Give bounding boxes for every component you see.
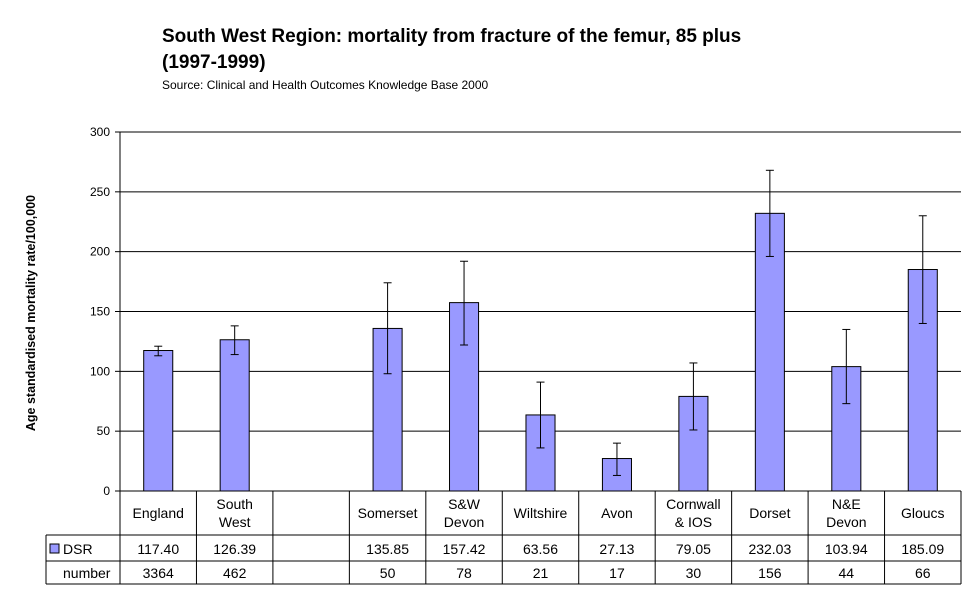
x-tick-label: N&E Devon <box>826 496 866 530</box>
table-row-label: number <box>63 565 111 581</box>
chart-title: South West Region: mortality from fractu… <box>162 26 742 73</box>
table-cell: 462 <box>223 565 247 581</box>
x-tick-label: Avon <box>601 505 633 521</box>
bar <box>219 339 250 492</box>
y-tick-label: 300 <box>90 125 110 139</box>
x-tick-label: Somerset <box>358 505 418 521</box>
y-tick-label: 150 <box>90 305 110 319</box>
x-tick-label: Wiltshire <box>514 505 568 521</box>
table-cell: 78 <box>456 565 472 581</box>
bar <box>449 302 480 492</box>
x-tick-label: Dorset <box>749 505 790 521</box>
table-cell: 156 <box>758 565 782 581</box>
y-tick-label: 50 <box>97 424 111 438</box>
x-tick-label: S&W Devon <box>444 496 484 530</box>
table-cell: 126.39 <box>213 541 256 557</box>
y-tick-label: 0 <box>103 484 110 498</box>
bar <box>143 350 174 492</box>
table-cell: 117.40 <box>137 541 179 557</box>
legend-swatch <box>49 543 60 554</box>
chart-source: Source: Clinical and Health Outcomes Kno… <box>162 78 489 92</box>
bar <box>754 212 785 492</box>
y-tick-label: 250 <box>90 185 110 199</box>
table-cell: 232.03 <box>748 541 791 557</box>
table-cell: 17 <box>609 565 625 581</box>
table-cell: 50 <box>380 565 396 581</box>
table-cell: 103.94 <box>825 541 868 557</box>
table-cell: 27.13 <box>599 541 634 557</box>
x-tick-label: Gloucs <box>901 505 945 521</box>
table-cell: 21 <box>533 565 549 581</box>
table-cell: 3364 <box>143 565 174 581</box>
table-cell: 185.09 <box>901 541 944 557</box>
table-cell: 63.56 <box>523 541 558 557</box>
table-cell: 79.05 <box>676 541 711 557</box>
legend-dsr-label: DSR <box>63 541 93 557</box>
x-tick-label: Cornwall & IOS <box>666 496 720 530</box>
x-tick-label: South West <box>216 496 253 530</box>
table-cell: 157.42 <box>443 541 486 557</box>
table-cell: 66 <box>915 565 931 581</box>
table-cell: 135.85 <box>366 541 409 557</box>
table-cell: 44 <box>839 565 855 581</box>
y-tick-label: 100 <box>90 364 110 378</box>
table-cell: 30 <box>686 565 702 581</box>
y-tick-label: 200 <box>90 245 110 259</box>
x-tick-label: England <box>133 505 184 521</box>
